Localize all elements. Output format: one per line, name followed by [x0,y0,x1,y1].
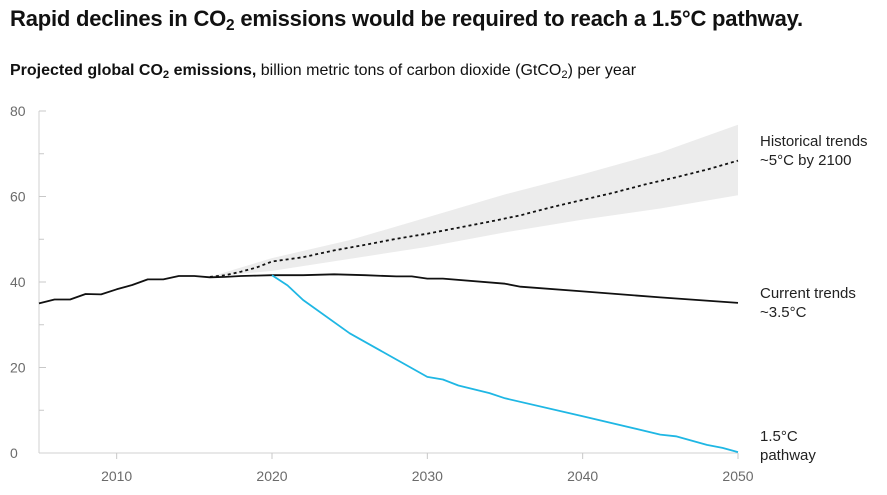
historical-trends-label-line-1: Historical trends [760,133,868,150]
subtitle-text-before: billion metric tons of carbon dioxide (G… [256,62,562,79]
series-labels: Historical trends ~5°C by 2100 Current tre… [760,133,868,464]
subtitle-subscript: 2 [561,68,568,81]
pathway-1-5c-label-line-2: pathway [760,447,816,464]
historical-trends-range-band [209,124,738,277]
x-tick-label: 2040 [567,468,598,484]
subtitle-text-after: ) per year [567,62,637,79]
title-subscript: 2 [226,16,235,34]
historical-trends-label-line-2: ~5°C by 2100 [760,152,851,169]
title-text-after: emissions would be required to reach a 1… [234,6,803,31]
y-tick-label: 20 [10,360,26,376]
y-tick-label: 0 [10,445,18,461]
y-tick-label: 80 [10,103,26,119]
chart-subtitle: Projected global CO2 emissions, billion … [10,62,636,80]
y-tick-label: 40 [10,274,26,290]
current-trends-label-line-1: Current trends [760,285,856,302]
x-tick-label: 2030 [412,468,443,484]
historical-trends-line [209,159,739,278]
x-tick-label: 2010 [101,468,132,484]
chart-title: Rapid declines in CO2 emissions would be… [10,6,803,34]
y-axis: 0 20 40 60 80 [10,103,46,461]
plot-area [38,124,739,453]
subtitle-bold-before: Projected global CO [10,62,163,79]
y-tick-label: 60 [10,189,26,205]
x-axis: 2010 2020 2030 2040 2050 [39,452,754,484]
x-tick-label: 2050 [722,468,753,484]
subtitle-bold-after: emissions, [169,62,257,79]
subtitle-bold-subscript: 2 [162,68,170,81]
pathway-1-5c-line [271,274,739,453]
current-trends-label-line-2: ~3.5°C [760,304,807,321]
title-text-before: Rapid declines in CO [10,6,227,31]
pathway-1-5c-label-line-1: 1.5°C [760,428,798,445]
current-trends-line [38,273,739,305]
x-tick-label: 2020 [256,468,287,484]
